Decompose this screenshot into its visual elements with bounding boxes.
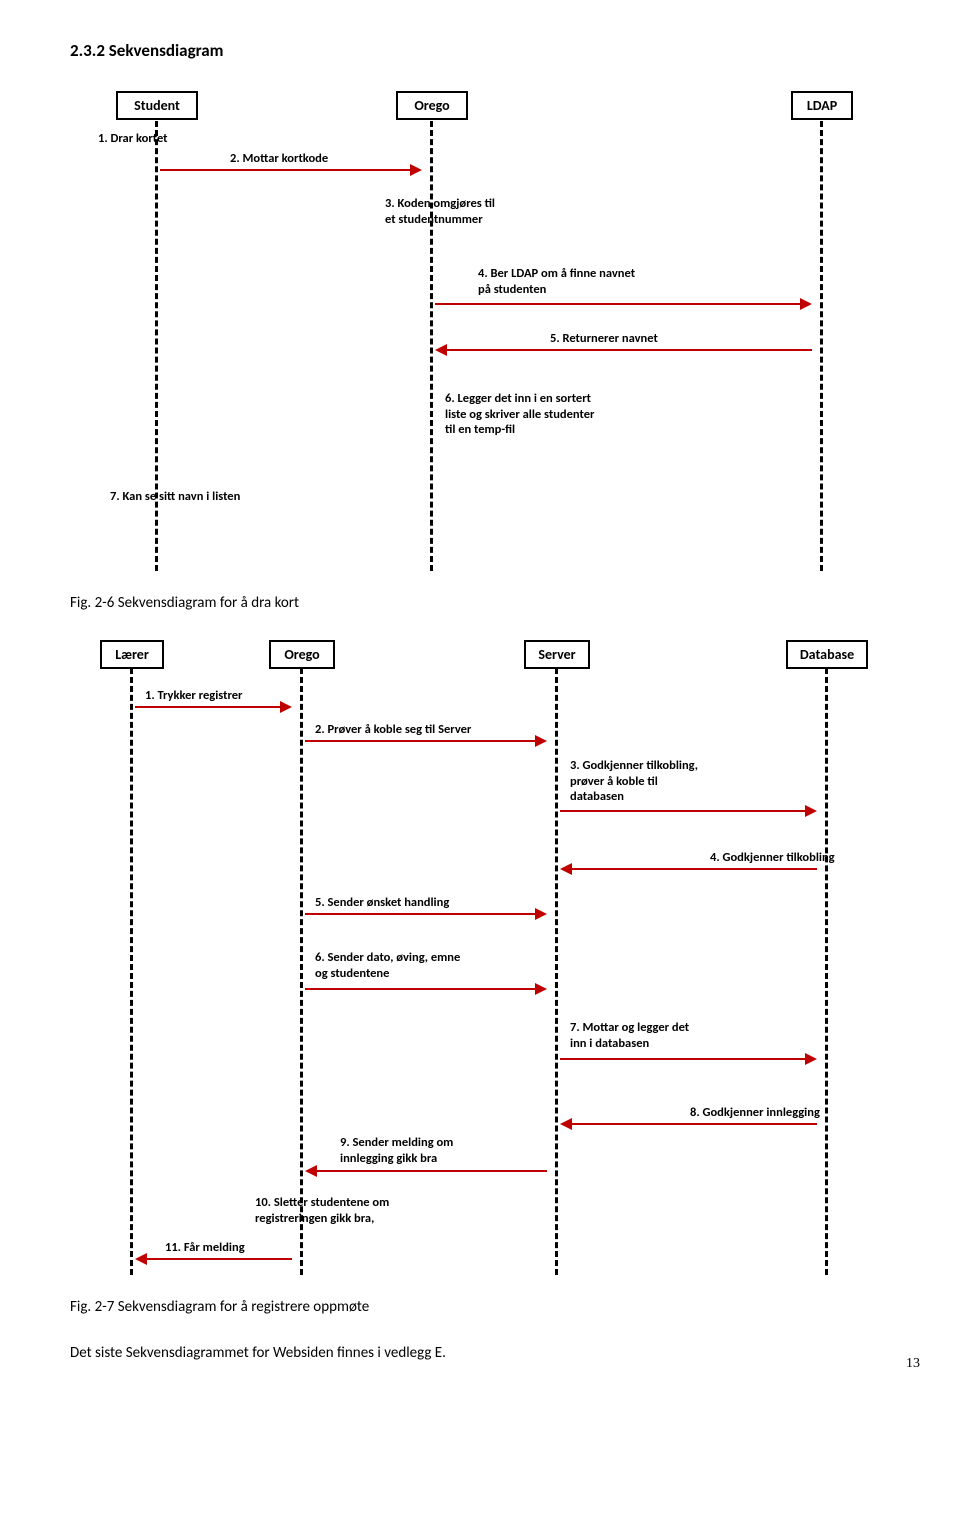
message-arrow xyxy=(135,706,282,708)
message-label: 4. Ber LDAP om å finne navnetpå studente… xyxy=(478,266,718,297)
message-label: 9. Sender melding ominnlegging gikk bra xyxy=(340,1135,520,1166)
message-label: 7. Mottar og legger detinn i databasen xyxy=(570,1020,760,1051)
message-label: 6. Legger det inn i en sortertliste og s… xyxy=(445,391,685,438)
message-label: 5. Sender ønsket handling xyxy=(315,895,505,911)
participant-orego2: Orego xyxy=(269,640,335,669)
participant-student: Student xyxy=(116,91,198,120)
lifeline-orego xyxy=(430,121,433,571)
message-arrow xyxy=(305,988,537,990)
figure-caption-2: Fig. 2-7 Sekvensdiagram for å registrere… xyxy=(70,1298,890,1316)
message-arrow xyxy=(560,810,807,812)
message-label: 2. Mottar kortkode xyxy=(230,151,380,167)
lifeline-laerer xyxy=(130,668,133,1275)
message-arrow xyxy=(145,1258,292,1260)
arrow-head-icon xyxy=(535,983,547,995)
arrow-head-icon xyxy=(560,1118,572,1130)
lifeline-server xyxy=(555,668,558,1275)
arrow-head-icon xyxy=(305,1165,317,1177)
message-label: 10. Sletter studentene omregistreringen … xyxy=(255,1195,465,1226)
page-number: 13 xyxy=(906,1356,920,1372)
section-heading: 2.3.2 Sekvensdiagram xyxy=(70,40,890,61)
message-arrow xyxy=(570,1123,817,1125)
message-label: 8. Godkjenner innlegging xyxy=(690,1105,880,1121)
body-text: Det siste Sekvensdiagrammet for Websiden… xyxy=(70,1344,890,1362)
arrow-head-icon xyxy=(410,164,422,176)
arrow-head-icon xyxy=(135,1253,147,1265)
arrow-head-icon xyxy=(535,908,547,920)
participant-server: Server xyxy=(524,640,590,669)
message-arrow xyxy=(445,349,812,351)
arrow-head-icon xyxy=(805,1053,817,1065)
lifeline-database xyxy=(825,668,828,1275)
participant-database: Database xyxy=(786,640,868,669)
message-arrow xyxy=(560,1058,807,1060)
figure-caption-1: Fig. 2-6 Sekvensdiagram for å dra kort xyxy=(70,594,890,612)
message-label: 2. Prøver å koble seg til Server xyxy=(315,722,535,738)
sequence-diagram-1: Student Orego LDAP 1. Drar kortet 2. Mottar … xyxy=(90,91,870,576)
message-arrow xyxy=(160,169,412,171)
message-arrow xyxy=(305,740,537,742)
message-label: 11. Får melding xyxy=(165,1240,285,1256)
arrow-head-icon xyxy=(280,701,292,713)
message-arrow xyxy=(315,1170,547,1172)
message-label: 7. Kan se sitt navn i listen xyxy=(110,489,310,505)
lifeline-orego2 xyxy=(300,668,303,1275)
arrow-head-icon xyxy=(560,863,572,875)
arrow-head-icon xyxy=(805,805,817,817)
message-label: 6. Sender dato, øving, emneog studentene xyxy=(315,950,525,981)
message-label: 3. Koden omgjøres tilet studentnummer xyxy=(385,196,575,227)
lifeline-ldap xyxy=(820,121,823,571)
message-label: 5. Returnerer navnet xyxy=(550,331,720,347)
participant-ldap: LDAP xyxy=(791,91,853,120)
sequence-diagram-2: Lærer Orego Server Database 1. Trykker regis… xyxy=(70,640,890,1280)
message-arrow xyxy=(435,303,802,305)
message-label: 1. Trykker registrer xyxy=(145,688,285,704)
message-arrow xyxy=(570,868,817,870)
message-arrow xyxy=(305,913,537,915)
message-label: 4. Godkjenner tilkobling xyxy=(710,850,880,866)
message-label: 3. Godkjenner tilkobling,prøver å koble … xyxy=(570,758,770,805)
participant-orego: Orego xyxy=(396,91,468,120)
arrow-head-icon xyxy=(800,298,812,310)
participant-laerer: Lærer xyxy=(100,640,164,669)
arrow-head-icon xyxy=(535,735,547,747)
message-label: 1. Drar kortet xyxy=(98,131,208,147)
arrow-head-icon xyxy=(435,344,447,356)
